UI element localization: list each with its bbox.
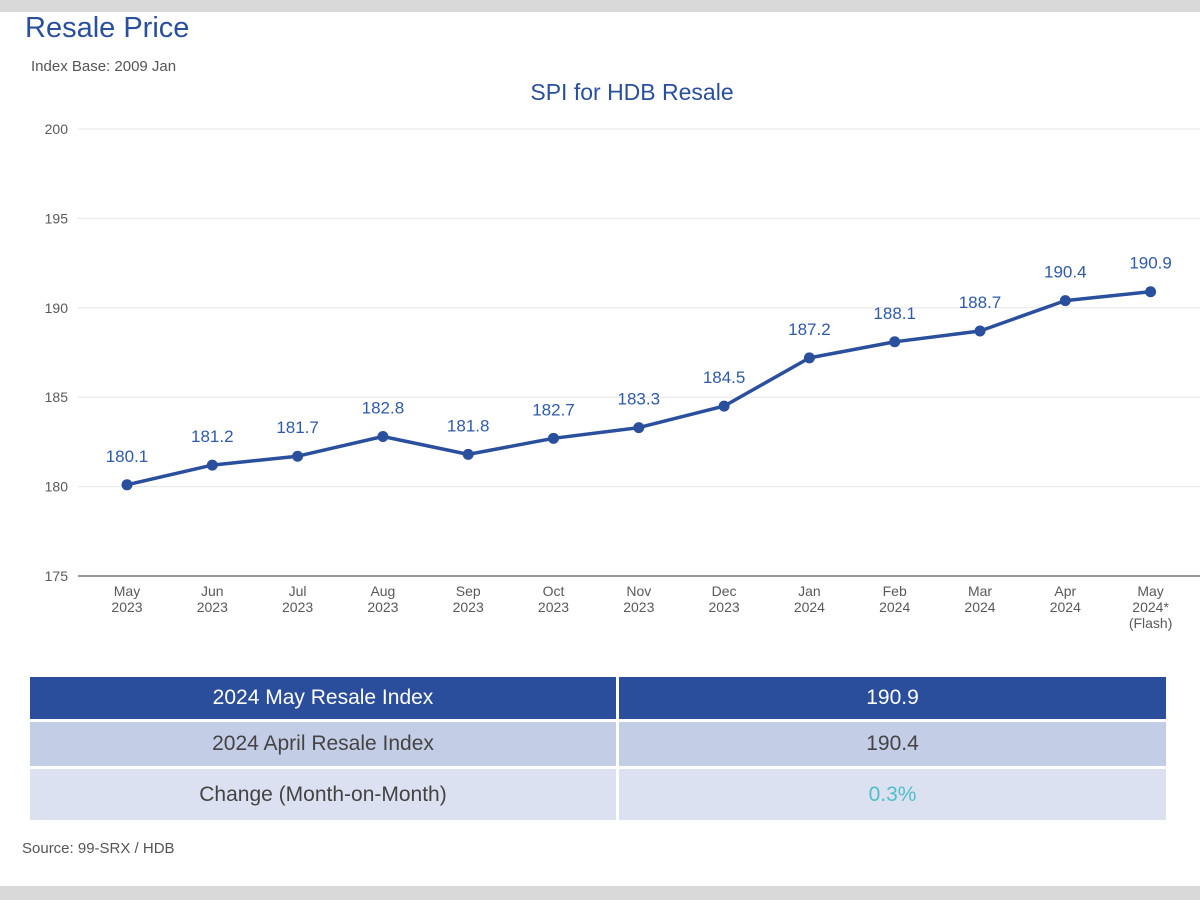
x-tick-label: Dec 2023	[709, 583, 740, 615]
x-tick-label-line: May	[1137, 583, 1163, 599]
page-title: Resale Price	[25, 12, 190, 44]
x-tick-label: Oct 2023	[538, 583, 569, 615]
y-tick-label: 200	[45, 121, 69, 137]
data-point	[121, 479, 133, 491]
data-label: 181.8	[447, 416, 490, 435]
series-line	[126, 289, 1151, 487]
x-tick-label-line: Apr	[1054, 583, 1076, 599]
data-point	[1145, 286, 1157, 298]
data-points	[121, 286, 1157, 491]
table-row-previous-index: 2024 April Resale Index 190.4	[30, 722, 1166, 766]
source-note: Source: 99-SRX / HDB	[22, 840, 175, 857]
x-tick-label-line: Oct	[543, 583, 565, 599]
x-tick-label-line: 2023	[282, 599, 313, 615]
x-tick-label-line: 2024	[879, 599, 910, 615]
table-row-current-index: 2024 May Resale Index 190.9	[30, 677, 1166, 719]
index-base-subtitle: Index Base: 2009 Jan	[31, 58, 177, 75]
x-tick-label-line: Aug	[370, 583, 395, 599]
x-tick-label-line: 2024	[794, 599, 825, 615]
data-point	[803, 352, 815, 364]
x-tick-label-line: Jun	[201, 583, 224, 599]
x-tick-label: Jan 2024	[794, 583, 825, 615]
x-tick-label-line: 2023	[538, 599, 569, 615]
gridlines	[78, 128, 1200, 488]
data-label: 183.3	[618, 390, 661, 409]
y-axis-ticks: 175 180 185 190 195 200	[45, 121, 69, 584]
data-label: 180.1	[106, 447, 149, 466]
data-label: 187.2	[788, 320, 831, 339]
spi-line-chart: SPI for HDB Resale 175 180 185 190 195 200 Ma…	[45, 79, 1200, 631]
x-tick-label: Feb 2024	[879, 583, 910, 615]
x-tick-label-line: 2023	[367, 599, 398, 615]
x-tick-label-line: May	[114, 583, 140, 599]
change-value: 0.3%	[619, 769, 1166, 820]
data-point	[1059, 295, 1071, 307]
x-tick-label: Aug 2023	[367, 583, 398, 615]
data-label: 188.1	[873, 304, 916, 323]
data-point	[633, 422, 645, 434]
data-point	[377, 431, 389, 443]
y-tick-label: 185	[45, 389, 69, 405]
x-tick-label: Apr 2024	[1050, 583, 1081, 615]
bottom-band	[0, 886, 1200, 900]
x-tick-label-line: Sep	[456, 583, 481, 599]
change-label: Change (Month-on-Month)	[30, 769, 616, 820]
x-tick-label-line: 2023	[709, 599, 740, 615]
x-tick-label-line: Jan	[798, 583, 821, 599]
data-label: 181.7	[276, 418, 319, 437]
x-tick-label-line: Jul	[289, 583, 307, 599]
x-tick-label: Sep 2023	[453, 583, 484, 615]
y-tick-label: 180	[45, 479, 69, 495]
current-index-value: 190.9	[619, 677, 1166, 719]
x-tick-label: May 2023	[111, 583, 142, 615]
previous-index-value: 190.4	[619, 722, 1166, 766]
data-label: 182.8	[362, 399, 405, 418]
previous-index-label: 2024 April Resale Index	[30, 722, 616, 766]
y-tick-label: 190	[45, 300, 69, 316]
y-tick-label: 175	[45, 568, 69, 584]
data-point	[292, 450, 304, 462]
x-tick-label: Mar 2024	[964, 583, 995, 615]
data-point	[462, 448, 474, 460]
x-tick-label-line: Feb	[883, 583, 907, 599]
data-point	[889, 336, 901, 348]
data-label: 190.9	[1129, 254, 1172, 273]
data-label: 182.7	[532, 400, 575, 419]
data-label: 190.4	[1044, 263, 1087, 282]
x-tick-label: May 2024* (Flash)	[1129, 583, 1173, 631]
x-tick-label-line: Dec	[712, 583, 737, 599]
x-tick-label-line: Mar	[968, 583, 992, 599]
x-tick-label-line: (Flash)	[1129, 615, 1173, 631]
x-tick-label: Jul 2023	[282, 583, 313, 615]
data-point	[718, 400, 730, 412]
current-index-label: 2024 May Resale Index	[30, 677, 616, 719]
data-point	[206, 459, 218, 471]
x-tick-label-line: 2024	[964, 599, 995, 615]
top-band	[0, 0, 1200, 12]
data-labels: 180.1 181.2 181.7 182.8 181.8 182.7 183.3 184.5…	[106, 254, 1172, 466]
data-point	[974, 325, 986, 337]
table-row-change: Change (Month-on-Month) 0.3%	[30, 769, 1166, 820]
x-tick-label-line: 2023	[623, 599, 654, 615]
data-label: 181.2	[191, 427, 234, 446]
x-tick-label-line: Nov	[626, 583, 651, 599]
x-tick-label: Jun 2023	[197, 583, 228, 615]
x-tick-label-line: 2023	[111, 599, 142, 615]
x-tick-label: Nov 2023	[623, 583, 654, 615]
data-label: 188.7	[959, 293, 1002, 312]
resale-index-table: 2024 May Resale Index 190.9 2024 April R…	[27, 674, 1169, 823]
x-tick-label-line: 2023	[453, 599, 484, 615]
x-tick-label-line: 2023	[197, 599, 228, 615]
x-tick-label-line: 2024*	[1132, 599, 1169, 615]
y-tick-label: 195	[45, 210, 69, 226]
chart-title: SPI for HDB Resale	[530, 79, 733, 105]
x-tick-label-line: 2024	[1050, 599, 1081, 615]
data-point	[548, 432, 559, 444]
data-label: 184.5	[703, 368, 746, 387]
